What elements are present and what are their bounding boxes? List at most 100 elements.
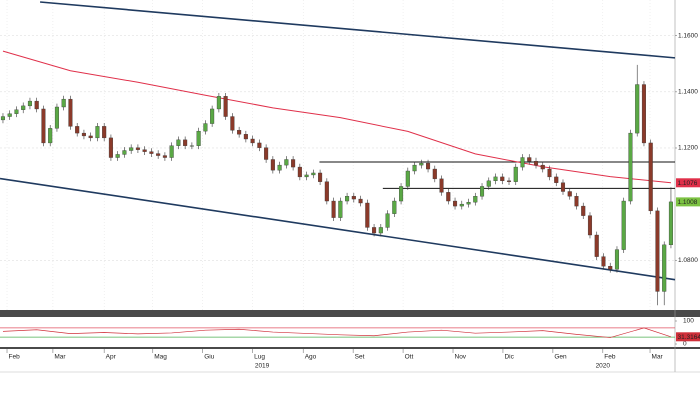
candle-body <box>75 126 80 134</box>
value-box <box>676 332 700 342</box>
y-tick-label: 1.1600 <box>678 32 698 39</box>
y-tick-label: 1.1400 <box>678 89 698 96</box>
candle-body <box>358 198 363 204</box>
candle-body <box>351 196 356 200</box>
candle-body <box>635 84 640 134</box>
candle-body <box>439 178 444 193</box>
candle-body <box>203 123 208 132</box>
candle-body <box>581 205 586 216</box>
candle-body <box>608 265 613 270</box>
candle-body <box>338 200 343 218</box>
candle-body <box>264 147 269 160</box>
candle-body <box>169 145 174 158</box>
candle-body <box>527 157 532 162</box>
x-tick-label: Nov <box>455 354 467 361</box>
x-tick-label: Mag <box>154 354 167 361</box>
candle-body <box>291 159 296 168</box>
candle-body <box>0 116 5 121</box>
candle-body <box>560 182 566 192</box>
candle-body <box>601 256 606 267</box>
candle-body <box>14 109 19 114</box>
value-box-label: 1.1076 <box>678 180 698 187</box>
candle-body <box>48 128 53 144</box>
candle-body <box>61 98 66 108</box>
candle-body <box>41 108 46 144</box>
candle-body <box>7 113 12 117</box>
panel-separator <box>0 347 700 349</box>
candle-body <box>311 172 316 176</box>
candle-body <box>162 155 167 158</box>
candle-body <box>493 176 498 182</box>
value-box <box>676 178 700 188</box>
candle-body <box>621 200 626 250</box>
x-tick-label: Apr <box>106 354 117 361</box>
x-tick-label: Ott <box>405 354 414 361</box>
candle-body <box>479 186 485 197</box>
candle-body <box>34 100 39 110</box>
candle-body <box>88 135 93 139</box>
candle-body <box>149 151 154 154</box>
y-tick-label: 1.1200 <box>678 145 698 152</box>
x-tick-label: Dic <box>504 354 514 361</box>
panel-separator <box>0 310 700 317</box>
x-tick-label: Ago <box>305 354 317 361</box>
candle-body <box>216 96 221 110</box>
candle-body <box>304 174 309 178</box>
candle-body <box>520 157 525 168</box>
value-box-label: 1.1008 <box>678 199 698 206</box>
candle-body <box>196 130 201 146</box>
candle-body <box>331 200 336 218</box>
candle-body <box>513 166 518 182</box>
candle-body <box>412 164 417 172</box>
candle-body <box>594 234 599 257</box>
candle-body <box>668 201 673 246</box>
candle-body <box>648 142 653 212</box>
candle-body <box>122 150 127 155</box>
candle-body <box>486 180 491 187</box>
candle-body <box>392 200 397 214</box>
candle-body <box>547 168 552 178</box>
y-tick-label: 0 <box>683 341 687 348</box>
candle-body <box>574 196 579 207</box>
x-tick-label: Feb <box>9 354 21 361</box>
candle-body <box>324 181 329 202</box>
candle-body <box>95 126 100 139</box>
candle-body <box>365 202 370 228</box>
candle-body <box>405 170 410 187</box>
x-tick-label: Mar <box>652 354 664 361</box>
candle-body <box>183 139 188 146</box>
candle-body <box>250 138 255 144</box>
candle-body <box>68 98 73 127</box>
value-box <box>676 197 700 207</box>
candle-body <box>210 108 215 124</box>
x-tick-label: Giu <box>204 354 215 361</box>
candle-body <box>115 154 120 158</box>
x-tick-label: Set <box>355 354 365 361</box>
candle-body <box>662 244 667 292</box>
candle-body <box>297 166 302 178</box>
candle-body <box>419 162 424 166</box>
candle-body <box>108 137 113 158</box>
candle-body <box>554 176 559 183</box>
candle-body <box>399 186 404 202</box>
candle-body <box>533 161 539 166</box>
candle-body <box>614 249 620 270</box>
candle-body <box>230 116 235 131</box>
candle-body <box>318 172 323 182</box>
candle-body <box>345 196 350 202</box>
candle-body <box>223 96 228 117</box>
year-label: 2020 <box>596 363 611 370</box>
year-label: 2019 <box>255 363 270 370</box>
x-tick-label: Lug <box>254 354 265 361</box>
candle-body <box>372 227 377 234</box>
candle-body <box>270 159 275 171</box>
candle-body <box>466 201 471 205</box>
candle-body <box>284 159 289 166</box>
candle-body <box>500 176 505 182</box>
trend-line <box>40 1 676 59</box>
y-tick-label: 1.0800 <box>678 257 698 264</box>
y-tick-label: 100 <box>683 318 694 325</box>
candle-body <box>176 139 181 146</box>
